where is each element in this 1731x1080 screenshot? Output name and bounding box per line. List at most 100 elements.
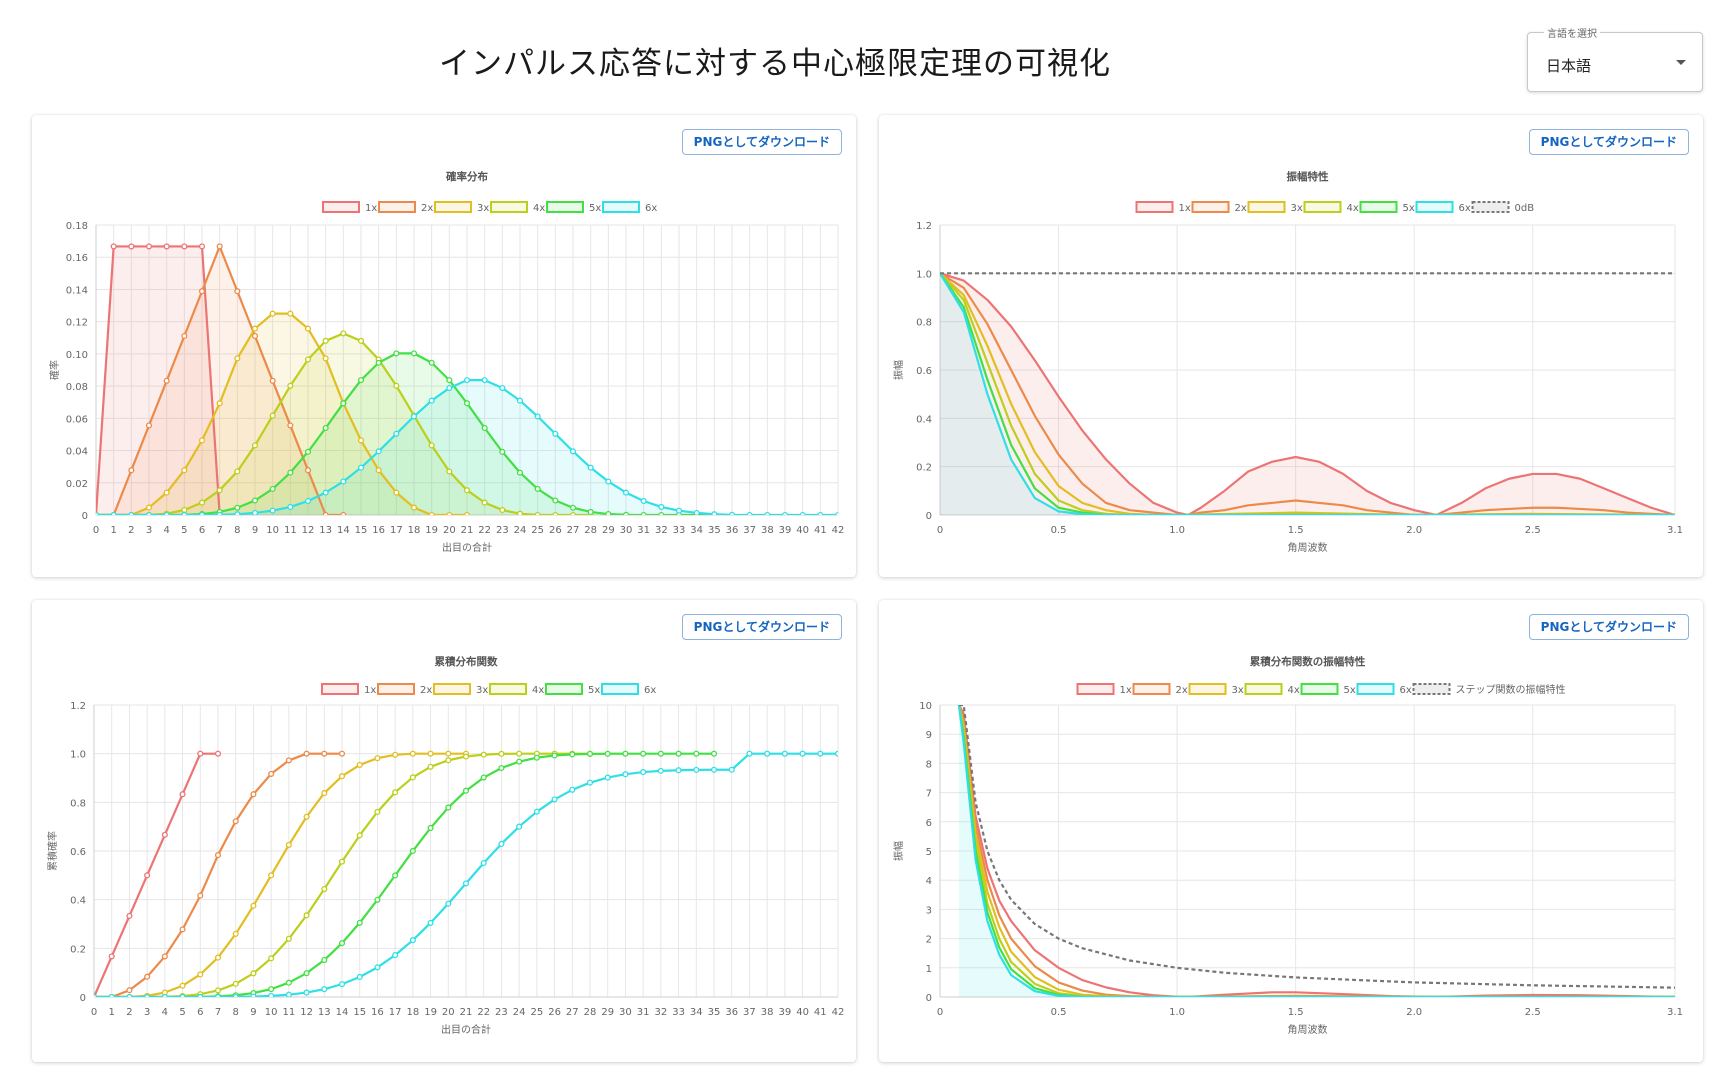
data-point xyxy=(285,979,292,986)
data-point xyxy=(393,489,400,496)
data-point xyxy=(285,757,292,764)
data-point xyxy=(622,511,630,515)
x-tick-label: 8 xyxy=(233,1007,239,1018)
data-point xyxy=(516,397,524,404)
data-point xyxy=(817,750,824,757)
data-point xyxy=(128,511,135,515)
series-fill-6x xyxy=(940,273,1675,515)
x-tick-label: 14 xyxy=(337,525,350,536)
data-point xyxy=(181,332,188,340)
data-point xyxy=(409,750,416,757)
legend-swatch xyxy=(1412,683,1451,695)
legend-swatch xyxy=(1356,683,1395,695)
data-point xyxy=(427,750,434,757)
data-point xyxy=(304,356,312,363)
data-point xyxy=(216,400,223,407)
x-tick-label: 34 xyxy=(690,1007,703,1018)
data-point xyxy=(428,442,435,449)
data-point xyxy=(516,469,524,476)
series-fill-2x xyxy=(96,246,344,515)
data-point xyxy=(356,832,363,839)
y-axis-label: 累積確率 xyxy=(46,831,59,871)
x-tick-label: 3.1 xyxy=(1667,525,1683,536)
data-point xyxy=(374,755,381,762)
x-tick-label: 25 xyxy=(531,525,544,536)
y-tick-label: 1.2 xyxy=(70,701,86,712)
data-point xyxy=(250,970,257,977)
data-point xyxy=(322,489,329,496)
data-point xyxy=(287,310,294,317)
chart-card-cdf: PNGとしてダウンロード 累積分布関数 1x 2x 3x 4x 5x 6x 0 1 2 3 4 5 6 7 8… xyxy=(32,600,856,1062)
legend-label: 0dB xyxy=(1515,203,1535,214)
x-tick-label: 1.0 xyxy=(1169,1007,1185,1018)
data-point xyxy=(338,858,346,865)
x-tick-label: 4 xyxy=(163,525,169,536)
y-tick-label: 0.6 xyxy=(70,847,86,858)
x-tick-label: 42 xyxy=(832,525,845,536)
data-point xyxy=(304,467,312,474)
x-tick-label: 19 xyxy=(425,525,438,536)
download-png-button[interactable]: PNGとしてダウンロード xyxy=(681,129,842,155)
data-point xyxy=(446,384,453,392)
data-point xyxy=(304,448,312,455)
data-point xyxy=(551,752,558,759)
data-point xyxy=(516,823,523,830)
x-tick-label: 39 xyxy=(779,525,792,536)
data-point xyxy=(463,487,471,494)
download-png-button[interactable]: PNGとしてダウンロード xyxy=(681,614,842,640)
y-tick-label: 0.2 xyxy=(916,463,932,474)
data-point xyxy=(374,964,381,971)
data-point xyxy=(586,779,594,786)
data-point xyxy=(499,506,506,514)
data-point xyxy=(658,503,665,510)
download-png-button[interactable]: PNGとしてダウンロード xyxy=(1528,129,1689,155)
x-axis-label: 出目の合計 xyxy=(441,1023,491,1036)
x-tick-label: 1.0 xyxy=(1169,525,1185,536)
x-tick-label: 19 xyxy=(424,1007,437,1018)
x-tick-label: 21 xyxy=(460,1007,473,1018)
x-tick-label: 41 xyxy=(814,1007,827,1018)
data-point xyxy=(393,350,400,357)
series-line-1x xyxy=(94,752,218,997)
chart-cdf-amplitude: 累積分布関数の振幅特性 1x 2x 3x 4x 5x 6x ステップ関数の振幅特性 0 0.5 1.… xyxy=(892,655,1683,1036)
y-tick-label: 0.12 xyxy=(66,318,88,329)
data-point xyxy=(781,511,789,515)
legend-swatch xyxy=(1191,201,1230,213)
x-tick-label: 16 xyxy=(372,525,385,536)
data-point xyxy=(356,761,363,768)
data-point xyxy=(375,467,382,474)
data-point xyxy=(322,424,329,432)
legend-swatch xyxy=(433,683,471,695)
x-tick-label: 27 xyxy=(566,1007,579,1018)
x-tick-label: 41 xyxy=(814,525,827,536)
x-tick-label: 2.5 xyxy=(1525,525,1541,536)
y-axis-label: 確率 xyxy=(48,360,61,380)
x-tick-label: 3.1 xyxy=(1667,1007,1683,1018)
plot-area xyxy=(96,243,838,515)
x-tick-label: 34 xyxy=(690,525,703,536)
x-tick-label: 0 xyxy=(937,1007,943,1018)
data-point xyxy=(534,413,541,420)
language-select[interactable]: 言語を選択 日本語 xyxy=(1527,25,1703,92)
data-point xyxy=(285,841,292,848)
data-point xyxy=(640,750,647,757)
data-point xyxy=(181,511,188,515)
download-png-button[interactable]: PNGとしてダウンロード xyxy=(1528,614,1689,640)
data-point xyxy=(446,377,453,384)
y-tick-label: 3 xyxy=(926,905,932,916)
data-point xyxy=(214,987,222,994)
data-point xyxy=(338,750,346,757)
page-title: インパルス応答に対する中心極限定理の可視化 xyxy=(439,46,1111,82)
series-line-3x xyxy=(94,752,466,997)
data-point xyxy=(179,791,186,798)
chart-title: 累積分布関数 xyxy=(435,655,498,668)
data-point xyxy=(322,511,329,515)
data-point xyxy=(393,430,400,437)
data-point xyxy=(179,982,186,989)
data-point xyxy=(392,872,399,879)
y-tick-label: 0 xyxy=(82,511,88,522)
data-point xyxy=(499,384,506,392)
y-tick-label: 0.18 xyxy=(66,221,88,232)
data-point xyxy=(428,511,435,515)
data-point xyxy=(604,774,611,781)
